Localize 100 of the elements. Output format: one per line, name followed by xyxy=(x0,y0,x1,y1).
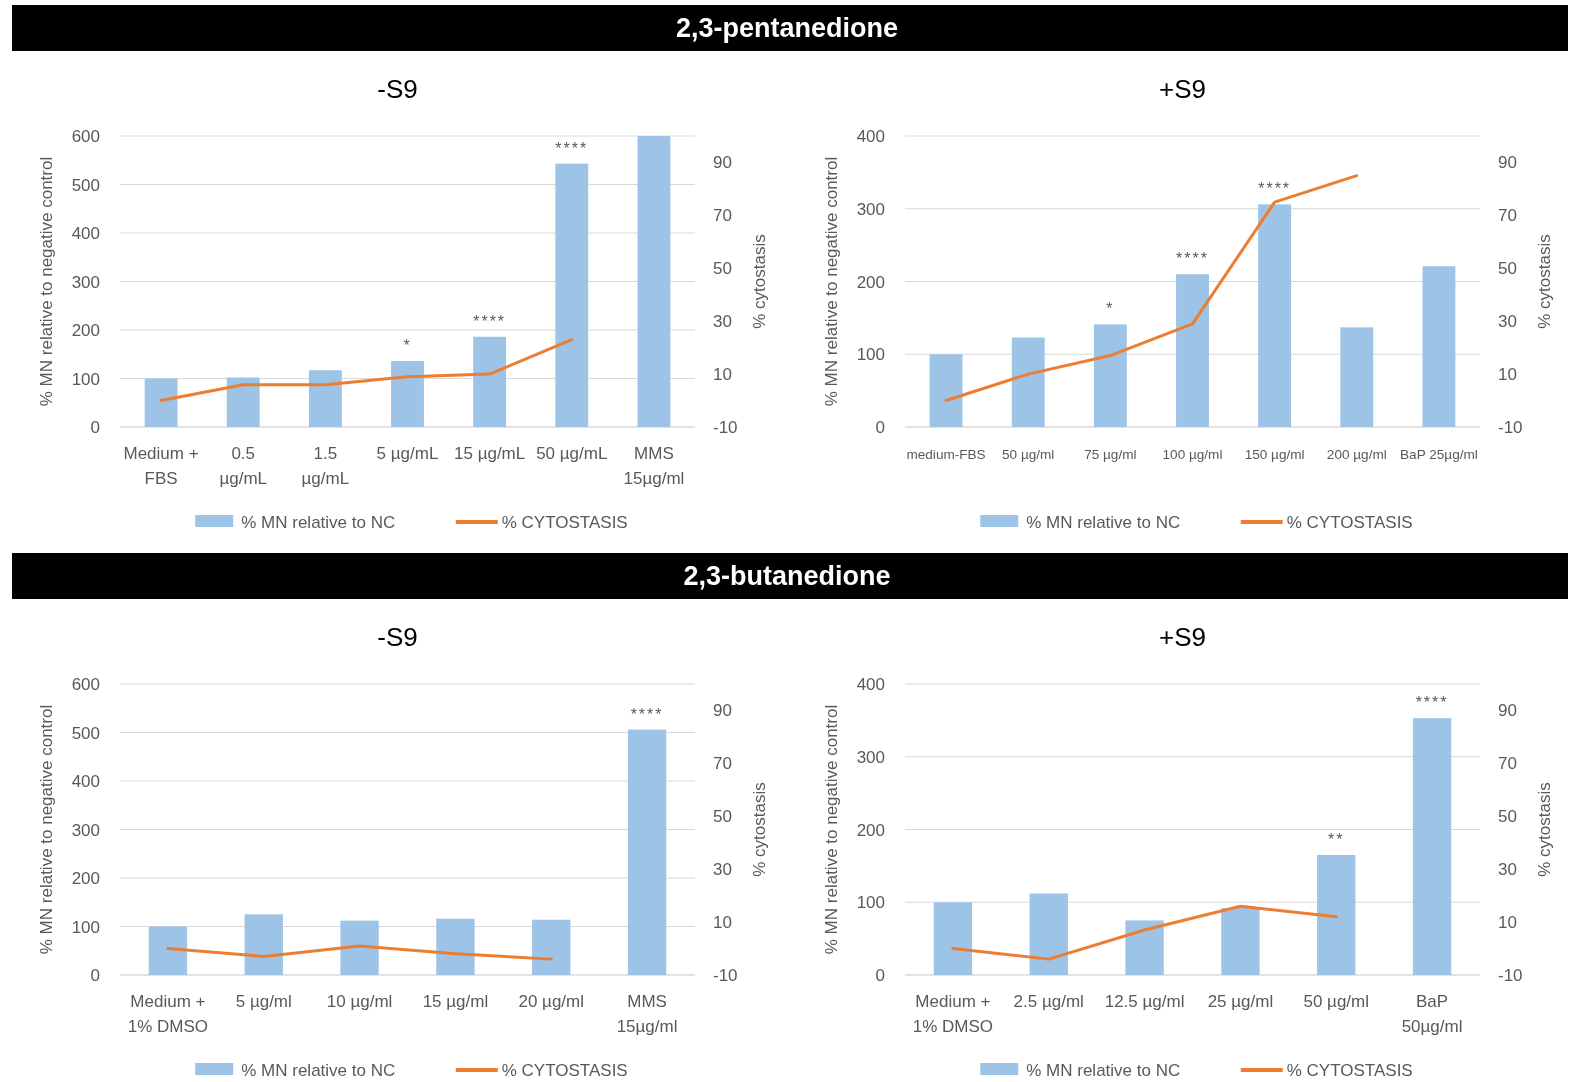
bar xyxy=(340,920,379,975)
y2-tick-label: 30 xyxy=(1498,312,1517,332)
x-tick-label: 10 µg/ml xyxy=(326,992,393,1011)
x-tick-label: 2.5 µg/ml xyxy=(1013,992,1084,1011)
bar xyxy=(637,136,671,427)
y-tick-label: 300 xyxy=(71,820,100,840)
legend-label: % CYTOSTASIS xyxy=(501,513,628,532)
y-tick-label: 400 xyxy=(71,224,100,243)
y2-tick-label: 10 xyxy=(1498,365,1517,385)
x-tick-label: BaP 25µg/ml xyxy=(1400,447,1478,462)
line-series xyxy=(944,174,1359,403)
y-axis-title: % MN relative to negative control xyxy=(822,704,841,955)
y-tick-label: 500 xyxy=(71,175,100,195)
bar xyxy=(244,914,283,975)
y-tick-label: 0 xyxy=(90,966,100,985)
x-tick-label: 5 µg/ml xyxy=(235,992,292,1011)
y2-tick-label: 30 xyxy=(713,860,732,880)
bar xyxy=(1422,266,1456,427)
bar xyxy=(1093,324,1127,427)
annotation: **** xyxy=(1415,694,1449,712)
chart-title: -S9 xyxy=(377,74,418,104)
y-tick-label: 100 xyxy=(856,345,885,365)
bar xyxy=(226,377,260,427)
y-tick-label: 100 xyxy=(856,893,885,913)
y-tick-label: 400 xyxy=(856,675,885,694)
text: 2,3-butanedione xyxy=(683,561,891,591)
x-tick-label: 50 µg/mL xyxy=(536,444,608,463)
annotation: * xyxy=(403,337,412,355)
chart-title: -S9 xyxy=(377,622,418,652)
y-tick-label: 200 xyxy=(71,321,100,340)
bar xyxy=(473,336,507,427)
y-tick-label: 100 xyxy=(71,369,100,389)
x-tick-label: 5 µg/mL xyxy=(376,444,439,463)
bar xyxy=(1125,920,1164,975)
bar xyxy=(1412,718,1452,975)
bar xyxy=(1340,327,1374,427)
annotation: * xyxy=(1106,300,1115,318)
legend-label: % MN relative to NC xyxy=(241,1061,396,1080)
x-tick-label: Medium + 1% DMSO xyxy=(127,992,209,1036)
y2-tick-label: 50 xyxy=(713,259,732,279)
chart-title: +S9 xyxy=(1159,622,1206,652)
text: 2,3-pentanedione xyxy=(675,13,899,43)
y-tick-label: 0 xyxy=(875,966,885,985)
y-axis-title: % MN relative to negative control xyxy=(822,156,841,407)
legend-label: % CYTOSTASIS xyxy=(1286,1061,1413,1080)
y-tick-label: 0 xyxy=(90,418,100,437)
x-tick-label: 12.5 µg/ml xyxy=(1104,992,1185,1011)
y2-tick-label: 90 xyxy=(713,153,732,173)
y2-tick-label: -10 xyxy=(713,966,738,985)
bar xyxy=(555,163,589,427)
y-tick-label: 200 xyxy=(856,272,885,292)
y-tick-label: 300 xyxy=(856,747,885,767)
annotation: **** xyxy=(473,312,507,330)
annotation: ** xyxy=(1328,830,1345,848)
y-tick-label: 200 xyxy=(71,869,100,888)
legend-label: % MN relative to NC xyxy=(1026,1061,1181,1080)
y-axis-title: % MN relative to negative control xyxy=(37,156,56,407)
y2-tick-label: 50 xyxy=(713,807,732,827)
y2-tick-label: 70 xyxy=(713,206,732,226)
x-tick-label: 1.5 µg/mL xyxy=(301,444,350,488)
y2-tick-label: 70 xyxy=(1498,754,1517,774)
x-tick-label: MMS 15µg/ml xyxy=(623,444,685,488)
bar xyxy=(1258,204,1292,427)
y2-tick-label: 90 xyxy=(713,701,732,721)
y2-tick-label: 10 xyxy=(1498,913,1517,933)
y-tick-label: 600 xyxy=(71,675,100,694)
chart-title: +S9 xyxy=(1159,74,1206,104)
y-tick-label: 100 xyxy=(71,917,100,937)
y2-axis-title: % cytostasis xyxy=(1535,782,1554,877)
y2-tick-label: 30 xyxy=(713,312,732,332)
x-tick-label: 25 µg/ml xyxy=(1207,992,1274,1011)
y-tick-label: 300 xyxy=(71,272,100,292)
y2-axis-title: % cytostasis xyxy=(1535,234,1554,329)
bar xyxy=(391,361,424,427)
y2-tick-label: 30 xyxy=(1498,860,1517,880)
bar xyxy=(532,919,571,975)
legend-label: % CYTOSTASIS xyxy=(501,1061,628,1080)
y2-tick-label: 70 xyxy=(713,754,732,774)
legend-label: % MN relative to NC xyxy=(1026,513,1181,532)
x-tick-label: 20 µg/ml xyxy=(518,992,585,1011)
bar xyxy=(1176,274,1209,427)
x-tick-label: MMS 15µg/ml xyxy=(616,992,678,1036)
x-tick-label: Medium + 1% DMSO xyxy=(912,992,994,1036)
bar xyxy=(933,902,973,975)
bar xyxy=(148,926,188,975)
x-tick-label: 50 µg/ml xyxy=(1303,992,1370,1011)
line-series xyxy=(159,338,574,403)
legend-label: % MN relative to NC xyxy=(241,513,396,532)
x-tick-label: 150 µg/ml xyxy=(1244,447,1305,462)
x-tick-label: Medium + FBS xyxy=(123,444,199,488)
y2-tick-label: 90 xyxy=(1498,153,1517,173)
y-tick-label: 400 xyxy=(71,772,100,791)
x-tick-label: 100 µg/ml xyxy=(1162,447,1223,462)
x-tick-label: medium-FBS xyxy=(906,447,986,462)
bar xyxy=(144,378,178,427)
y2-axis-title: % cytostasis xyxy=(750,234,769,329)
bar xyxy=(436,918,475,975)
y2-tick-label: 50 xyxy=(1498,807,1517,827)
bar xyxy=(1317,854,1356,975)
line-series xyxy=(951,904,1338,961)
